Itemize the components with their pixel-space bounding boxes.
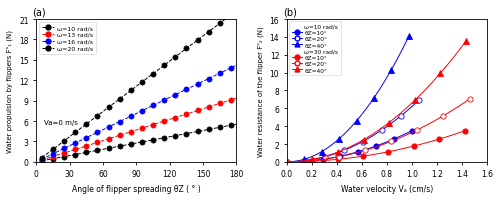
Text: (b): (b) (283, 7, 296, 17)
X-axis label: Angle of flipper spreading θZ ( ° ): Angle of flipper spreading θZ ( ° ) (72, 184, 200, 193)
Legend: ω=10 rad/s, ω=13 rad/s, ω=16 rad/s, ω=20 rad/s: ω=10 rad/s, ω=13 rad/s, ω=16 rad/s, ω=20… (39, 22, 96, 55)
X-axis label: Water velocity Vₐ (cm/s): Water velocity Vₐ (cm/s) (341, 184, 433, 193)
Y-axis label: Water resistance of the flipper Fˢ₂ (N): Water resistance of the flipper Fˢ₂ (N) (258, 26, 264, 156)
Legend: ω=10 rad/s, θZ=10°, θZ=20°, θZ=40°, ω=30 rad/s, θZ=10°, θZ=20°, θZ=40°: ω=10 rad/s, θZ=10°, θZ=20°, θZ=40°, ω=30… (289, 22, 341, 75)
Text: (a): (a) (32, 7, 46, 17)
Y-axis label: Water propulsion by flippers Fˢ₁ (N): Water propulsion by flippers Fˢ₁ (N) (7, 30, 14, 152)
Text: Va=0 m/s: Va=0 m/s (44, 119, 78, 125)
